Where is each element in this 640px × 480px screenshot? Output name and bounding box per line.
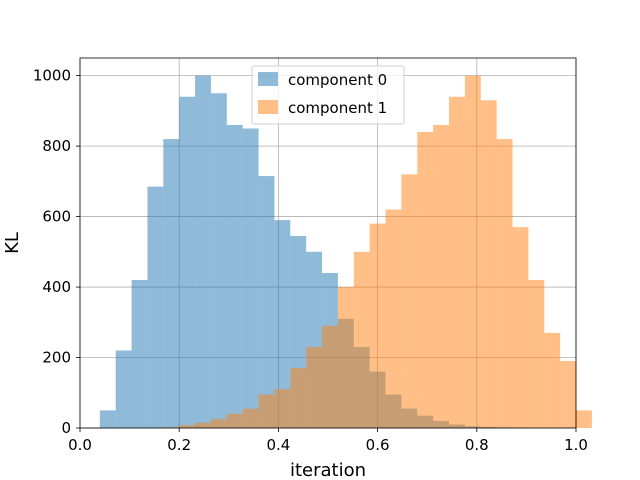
bar-component-1 — [417, 132, 434, 428]
legend-label-component-1: component 1 — [288, 99, 387, 117]
bar-component-1 — [385, 209, 402, 428]
legend-label-component-0: component 0 — [288, 71, 387, 89]
bar-component-0 — [226, 124, 243, 428]
x-tick-label: 0.4 — [266, 436, 290, 454]
bar-component-0 — [163, 139, 180, 429]
bar-component-0 — [195, 75, 211, 428]
plot-frame — [79, 57, 577, 429]
bar-component-0 — [147, 186, 164, 428]
x-tick-label: 0.6 — [366, 436, 390, 454]
bar-component-0 — [131, 280, 148, 428]
y-tick-label: 1000 — [33, 67, 71, 85]
bar-component-1 — [258, 394, 275, 428]
bar-component-1 — [210, 419, 227, 428]
axes — [76, 57, 577, 432]
legend: component 0 component 1 — [251, 65, 405, 125]
bar-component-1 — [560, 361, 576, 428]
y-tick-label: 0 — [61, 419, 71, 437]
legend-swatch-component-0 — [258, 72, 278, 86]
y-tick-label: 400 — [42, 278, 71, 296]
bar-component-1 — [512, 227, 529, 428]
bar-component-1 — [544, 332, 561, 428]
bar-component-1 — [322, 325, 338, 428]
bar-component-0 — [274, 220, 291, 428]
bar-component-0 — [242, 128, 259, 428]
tick-labels: 0.0 0.2 0.4 0.6 0.8 1.0 0 200 400 600 800 1000 — [33, 67, 588, 454]
bar-component-1 — [195, 422, 211, 428]
bar-component-0 — [115, 350, 132, 428]
bar-component-1 — [433, 124, 450, 428]
bar-component-1 — [401, 174, 418, 428]
x-axis-label: iteration — [290, 460, 366, 480]
y-tick-label: 200 — [42, 349, 71, 367]
bar-component-0 — [258, 176, 275, 428]
bar-component-1 — [576, 410, 592, 428]
bar-component-1 — [369, 223, 386, 428]
bar-component-1 — [480, 100, 497, 429]
y-tick-label: 600 — [42, 208, 71, 226]
bar-component-1 — [274, 389, 291, 428]
x-tick-label: 1.0 — [564, 436, 588, 454]
x-tick-label: 0.8 — [465, 436, 489, 454]
bar-component-0 — [210, 93, 227, 428]
bar-component-0 — [99, 410, 116, 428]
bar-component-1 — [449, 96, 465, 428]
histogram-bars — [99, 75, 592, 429]
bar-component-1 — [337, 287, 354, 428]
bar-component-1 — [306, 346, 323, 428]
bar-component-1 — [496, 139, 513, 429]
legend-swatch-component-1 — [258, 100, 278, 114]
legend-box — [251, 65, 405, 125]
bar-component-1 — [353, 251, 370, 428]
bar-component-1 — [528, 280, 545, 428]
y-axis-label: KL — [2, 232, 23, 254]
bar-component-1 — [290, 368, 307, 428]
y-tick-label: 800 — [42, 137, 71, 155]
x-tick-label: 0.0 — [68, 436, 92, 454]
bar-component-1 — [464, 75, 481, 428]
bar-component-1 — [242, 408, 259, 428]
bar-component-0 — [179, 96, 196, 428]
x-tick-label: 0.2 — [167, 436, 191, 454]
bar-component-1 — [179, 425, 196, 428]
bar-component-1 — [226, 413, 243, 428]
